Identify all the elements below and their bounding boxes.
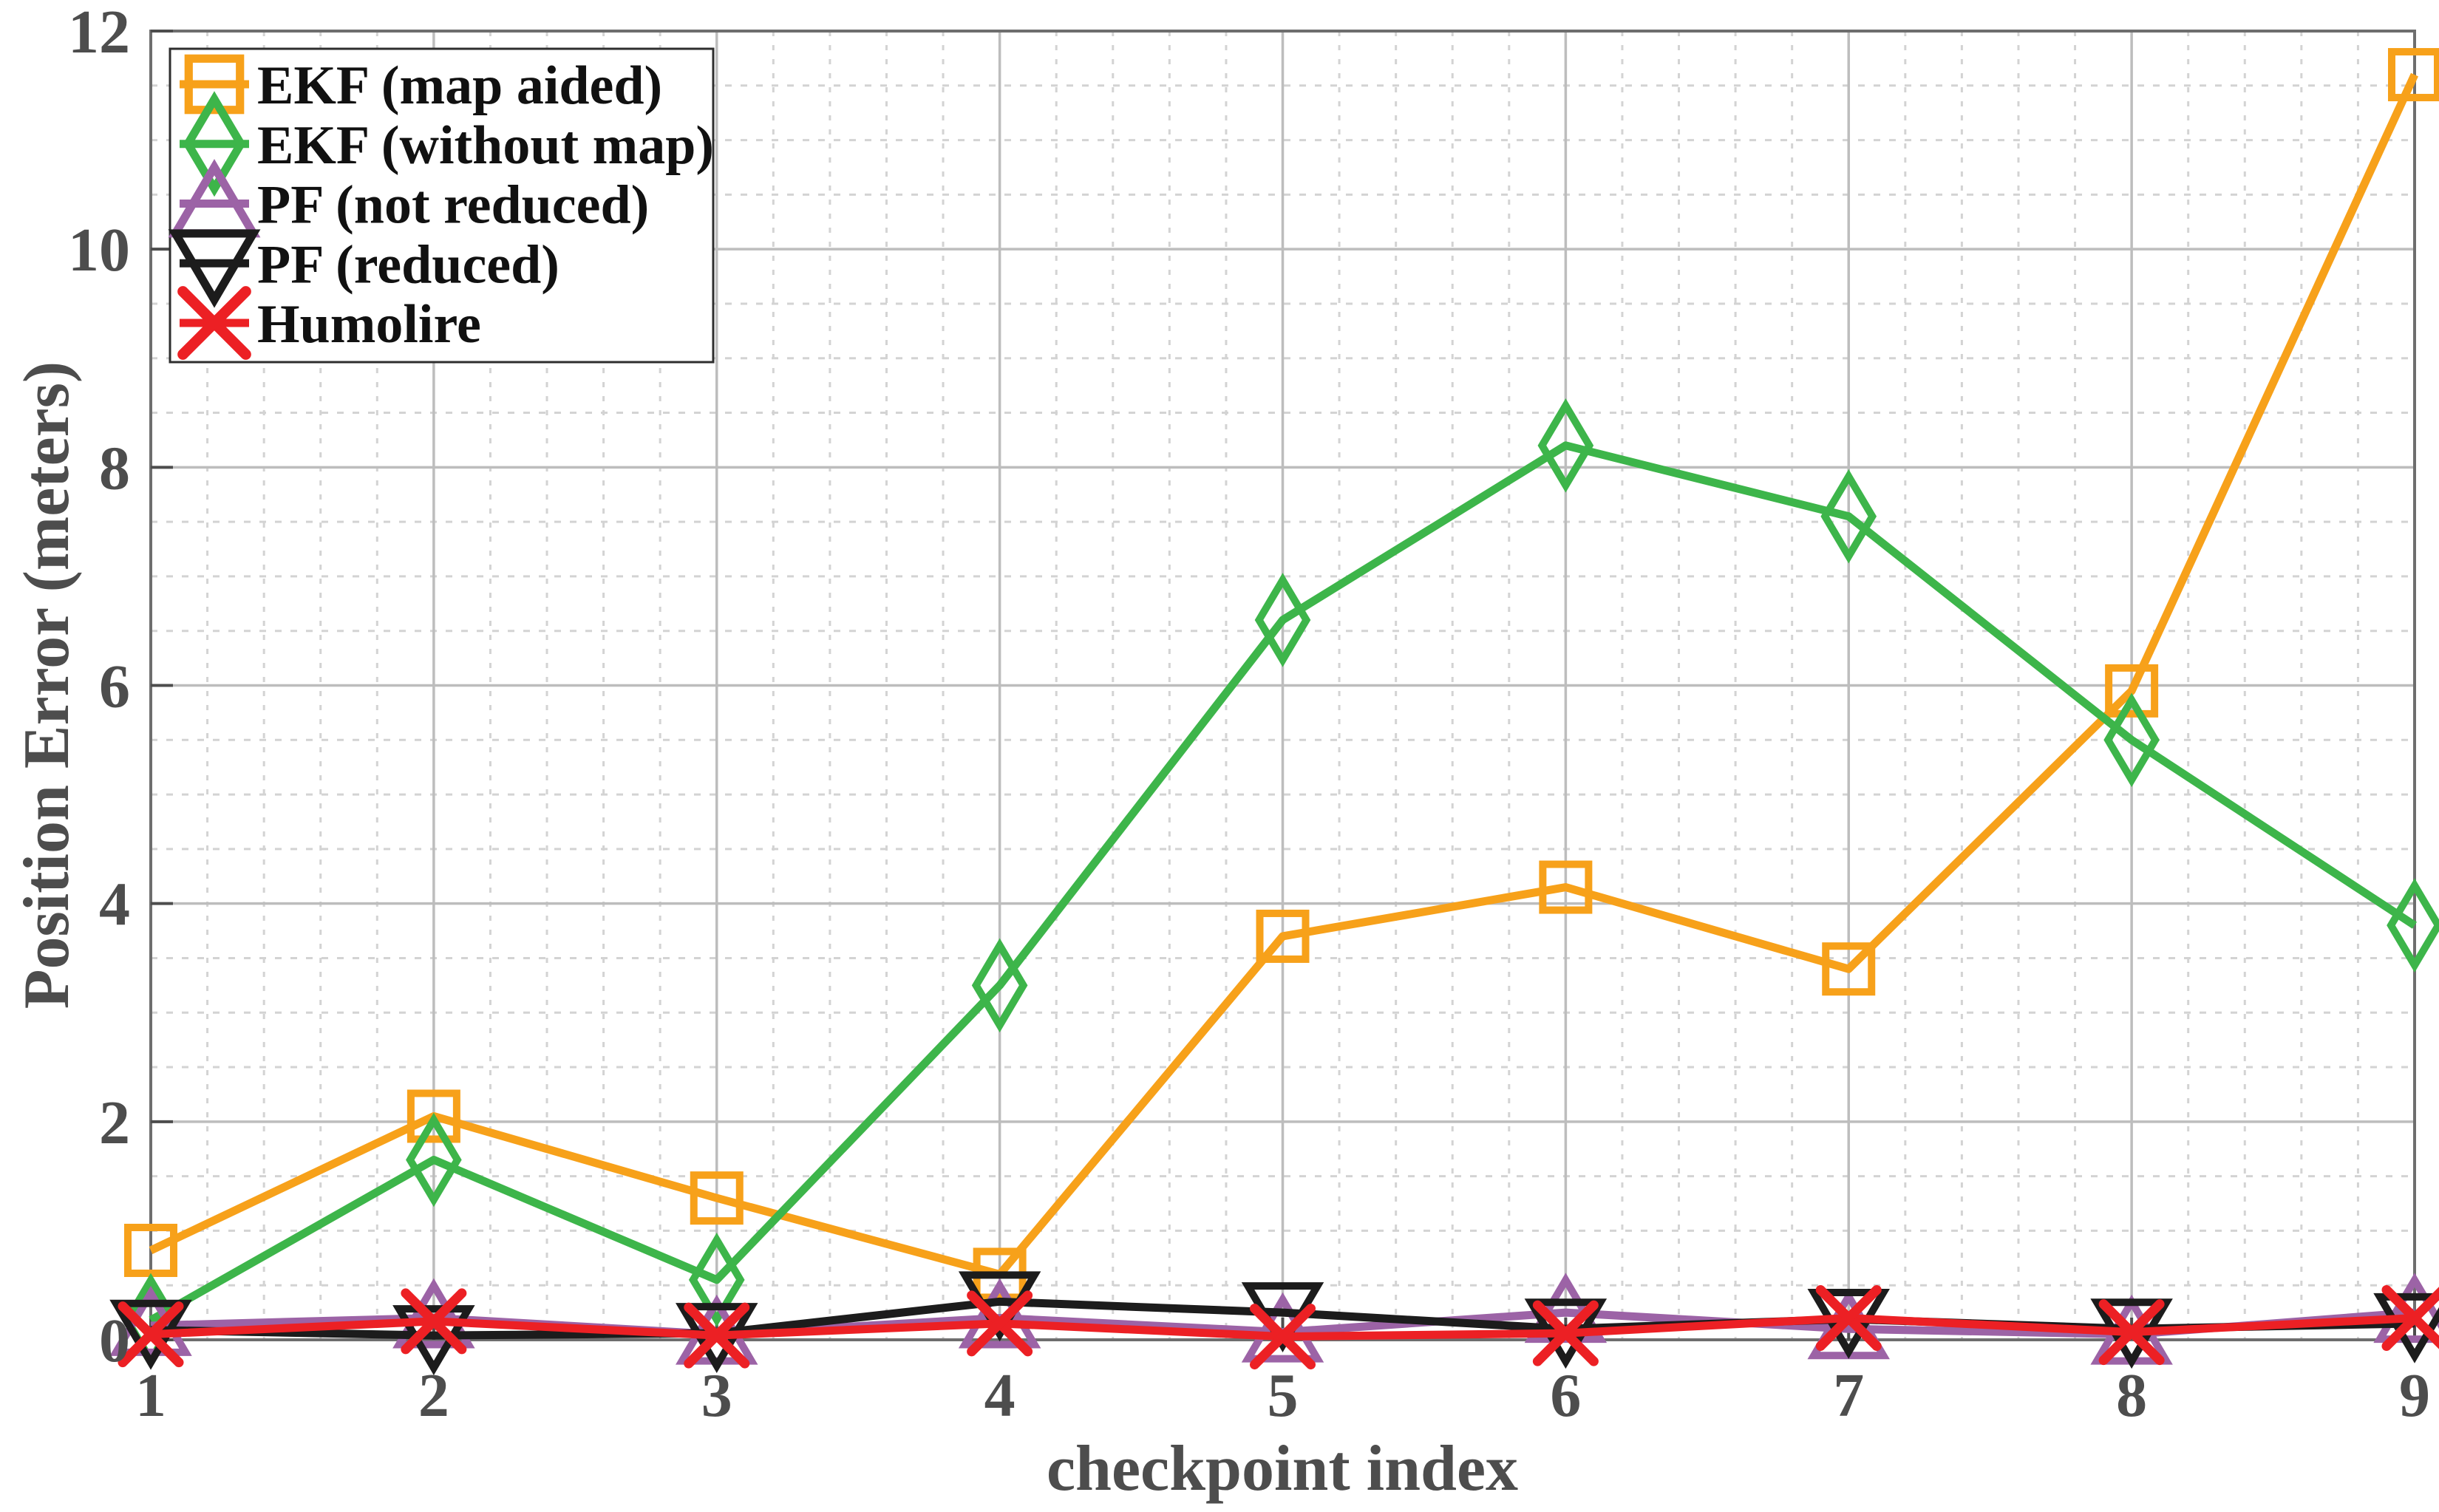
x-tick-label: 8	[2116, 1361, 2147, 1430]
x-tick-label: 6	[1550, 1361, 1581, 1430]
diamond-marker	[1820, 469, 1877, 564]
x-marker	[967, 1290, 1033, 1357]
y-tick-labels: 0 2 4 6 8 10 12	[68, 0, 130, 1375]
diamond-marker	[406, 1112, 462, 1208]
triangle-up-marker	[958, 1278, 1041, 1349]
legend-item-pf-reduced: PF (reduced)	[168, 229, 559, 308]
legend-label: EKF (without map)	[257, 115, 714, 176]
legend-label: EKF (map aided)	[257, 55, 662, 116]
x-tick-label: 5	[1268, 1361, 1299, 1430]
triangle-down-marker	[2373, 1293, 2439, 1363]
x-marker	[684, 1302, 750, 1369]
diamond-marker	[183, 91, 246, 197]
legend-label: Humolire	[257, 294, 481, 355]
y-axis-label: Position Error (meters)	[11, 361, 83, 1009]
x-tick-label: 3	[701, 1361, 732, 1430]
x-tick-label: 9	[2399, 1361, 2430, 1430]
diamond-marker	[2387, 878, 2439, 973]
square-marker	[1256, 909, 1310, 963]
diamond-marker	[1254, 573, 1311, 667]
x-tick-label: 4	[984, 1361, 1016, 1430]
legend-item-ekf-without-map: EKF (without map)	[180, 91, 714, 197]
diamond-marker	[1537, 398, 1594, 493]
x-marker	[118, 1301, 184, 1368]
series-line	[149, 72, 2418, 1278]
y-tick-label: 8	[99, 434, 130, 503]
diamond-marker	[688, 1233, 745, 1327]
series	[109, 48, 2439, 1375]
x-marker	[177, 286, 251, 360]
y-tick-label: 4	[99, 871, 130, 939]
legend: EKF (map aided)EKF (without map)PF (not …	[168, 47, 715, 364]
x-marker	[2098, 1299, 2165, 1366]
triangle-down-marker	[168, 229, 261, 308]
triangle-up-marker	[392, 1278, 475, 1349]
series-ekf-without-map	[123, 398, 2439, 1368]
series-humolire	[118, 1284, 2439, 1370]
x-marker	[401, 1288, 467, 1355]
square-marker	[406, 1089, 460, 1143]
legend-box	[169, 47, 715, 364]
square-marker	[184, 54, 245, 115]
x-axis-label: checkpoint index	[1047, 1433, 1518, 1505]
square-marker	[2105, 664, 2159, 718]
square-marker	[2388, 48, 2439, 102]
legend-item-ekf-map-aided: EKF (map aided)	[180, 54, 662, 116]
y-tick-label: 6	[99, 653, 130, 721]
x-tick-label: 1	[135, 1361, 166, 1430]
legend-label: PF (not reduced)	[257, 175, 649, 236]
x-marker	[1250, 1304, 1316, 1370]
triangle-up-marker	[1241, 1292, 1324, 1363]
y-tick-label: 10	[68, 216, 130, 285]
x-marker	[1532, 1300, 1599, 1366]
x-marker	[2381, 1287, 2439, 1351]
y-tick-label: 0	[99, 1307, 130, 1375]
series-line	[149, 441, 2418, 1324]
x-tick-label: 2	[418, 1361, 449, 1430]
square-marker	[690, 1171, 744, 1225]
triangle-up-marker	[2373, 1273, 2439, 1344]
x-tick-label: 7	[1833, 1361, 1864, 1430]
diamond-marker	[2103, 692, 2160, 788]
y-tick-label: 2	[99, 1089, 130, 1157]
legend-item-humolire: Humolire	[177, 286, 481, 360]
x-tick-labels: 1 2 3 4 5 6 7 8 9	[135, 1361, 2430, 1430]
y-tick-label: 12	[68, 0, 130, 67]
diamond-marker	[971, 938, 1028, 1033]
square-marker	[1822, 942, 1876, 996]
square-marker	[1539, 860, 1593, 914]
legend-label: PF (reduced)	[257, 234, 559, 295]
x-marker	[1815, 1284, 1882, 1351]
